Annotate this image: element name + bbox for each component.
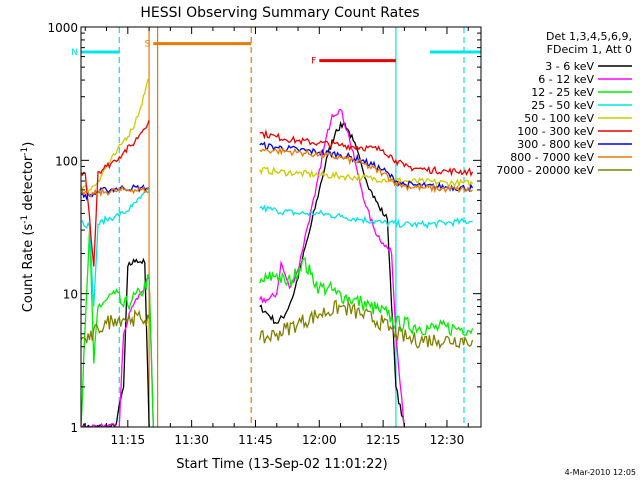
y-tick-label-1: 10 [63,288,78,302]
timestamp: 4-Mar-2010 12:05 [565,468,636,477]
series-line-8 [81,299,474,350]
x-tick-label-2: 11:45 [238,433,273,447]
chart-title: HESSI Observing Summary Count Rates [140,5,419,21]
series-line-4 [81,76,473,194]
flag-label-F: F [311,57,316,67]
flag-label-S: S [145,40,151,50]
legend-label-6: 300 - 800 keV [517,138,594,151]
y-tick-label-3: 1000 [47,21,78,35]
series-line-3 [81,189,473,307]
legend-label-4: 50 - 100 keV [524,112,594,125]
legend-label-7: 800 - 7000 keV [510,151,594,164]
x-tick-label-1: 11:30 [174,433,209,447]
series-line-2 [81,230,474,427]
plot-area: N S F [71,27,481,427]
y-label-sup1: -1 [20,215,30,224]
legend-label-2: 12 - 25 keV [531,86,594,99]
y-tick-label-2: 100 [55,154,78,168]
series-line-7 [81,146,473,199]
x-tick-label-3: 12:00 [302,433,337,447]
y-label-sup2: -1 [20,147,30,156]
x-axis-label: Start Time (13-Sep-02 11:01:22) [176,457,387,472]
y-label-main: Count Rate (s [21,224,36,313]
x-tick-label-0: 11:15 [111,433,146,447]
series-line-1 [81,110,481,427]
series-line-5 [81,119,474,267]
y-label-mid: detector [21,155,36,215]
y-axis-label: Count Rate (s-1 detector-1) [20,142,36,313]
flag-label-N: N [71,48,78,58]
y-axis: 1 10 100 1000 [47,21,481,435]
x-axis: 11:15 11:30 11:45 12:00 12:15 12:30 [84,27,469,447]
legend-label-1: 6 - 12 keV [538,73,594,86]
x-tick-label-5: 12:30 [430,433,465,447]
plot-frame [80,26,482,428]
legend-label-8: 7000 - 20000 keV [496,164,594,177]
y-tick-label-0: 1 [70,421,78,435]
legend-label-3: 25 - 50 keV [531,99,594,112]
y-label-end: ) [21,142,36,147]
x-tick-label-4: 12:15 [366,433,401,447]
legend-header-1: Det 1,3,4,5,6,9, [546,30,632,43]
legend-header-2: FDecim 1, Att 0 [547,43,632,56]
legend-label-0: 3 - 6 keV [545,60,594,73]
legend-label-5: 100 - 300 keV [517,125,594,138]
